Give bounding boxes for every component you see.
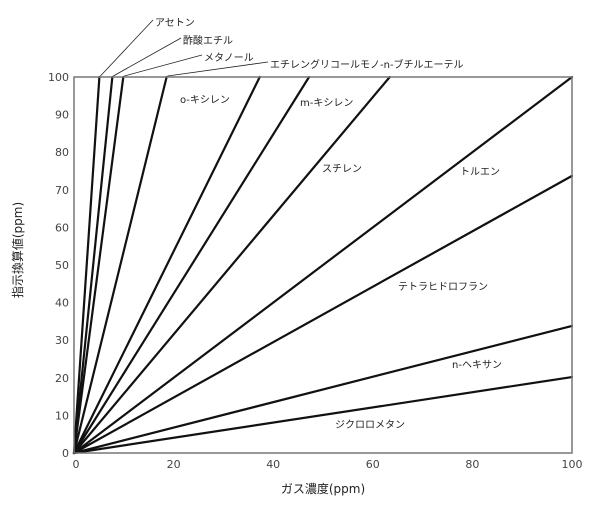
series-line <box>72 75 261 455</box>
y-tick-label: 90 <box>55 109 69 122</box>
series-line <box>72 174 574 455</box>
x-tick-label: 20 <box>167 458 181 471</box>
x-tick-label: 60 <box>366 458 380 471</box>
leader-line <box>113 37 182 77</box>
series-label: メタノール <box>204 52 254 64</box>
y-tick-label: 80 <box>55 146 69 159</box>
y-tick-label: 20 <box>55 372 69 385</box>
series-line <box>72 75 168 455</box>
x-axis-label: ガス濃度(ppm) <box>281 481 365 496</box>
x-tick-label: 100 <box>562 458 583 471</box>
y-axis-label: 指示換算値(ppm) <box>10 202 25 298</box>
series-label: 酢酸エチル <box>183 34 233 47</box>
y-tick-label: 10 <box>55 409 69 422</box>
x-tick-label: 0 <box>73 458 80 471</box>
series-line <box>72 375 574 455</box>
series-line <box>72 75 391 455</box>
leader-line <box>100 19 154 77</box>
series-label: アセトン <box>155 17 195 29</box>
series-lines <box>72 75 574 455</box>
series-label: m-キシレン <box>300 98 353 109</box>
series-label: スチレン <box>322 163 362 175</box>
leader-line <box>167 61 269 77</box>
series-label: n-ヘキサン <box>452 359 502 371</box>
series-line <box>72 324 574 455</box>
x-tick-label: 80 <box>465 458 479 471</box>
series-label: エチレングリコールモノ-n-ブチルエーテル <box>270 58 464 71</box>
x-tick-label: 40 <box>266 458 280 471</box>
series-label: トルエン <box>460 167 500 178</box>
series-label: o-キシレン <box>180 95 230 106</box>
axis-ticks: 0 10 20 30 40 50 60 70 80 90 100 0 20 40 60 80 100 <box>48 71 583 471</box>
series-line <box>72 75 311 455</box>
y-tick-label: 0 <box>62 447 69 460</box>
y-tick-label: 70 <box>55 184 69 197</box>
series-line <box>72 75 114 455</box>
y-tick-label: 50 <box>55 259 69 272</box>
series-line <box>72 75 574 455</box>
y-tick-label: 40 <box>55 297 69 310</box>
series-label: テトラヒドロフラン <box>398 281 488 293</box>
y-tick-label: 100 <box>48 71 69 84</box>
series-label: ジクロロメタン <box>335 419 405 431</box>
leader-line <box>124 54 203 77</box>
series-line <box>72 75 101 455</box>
plot-frame <box>73 76 573 454</box>
series-line <box>72 75 125 455</box>
y-tick-label: 60 <box>55 221 69 234</box>
y-tick-label: 30 <box>55 334 69 347</box>
